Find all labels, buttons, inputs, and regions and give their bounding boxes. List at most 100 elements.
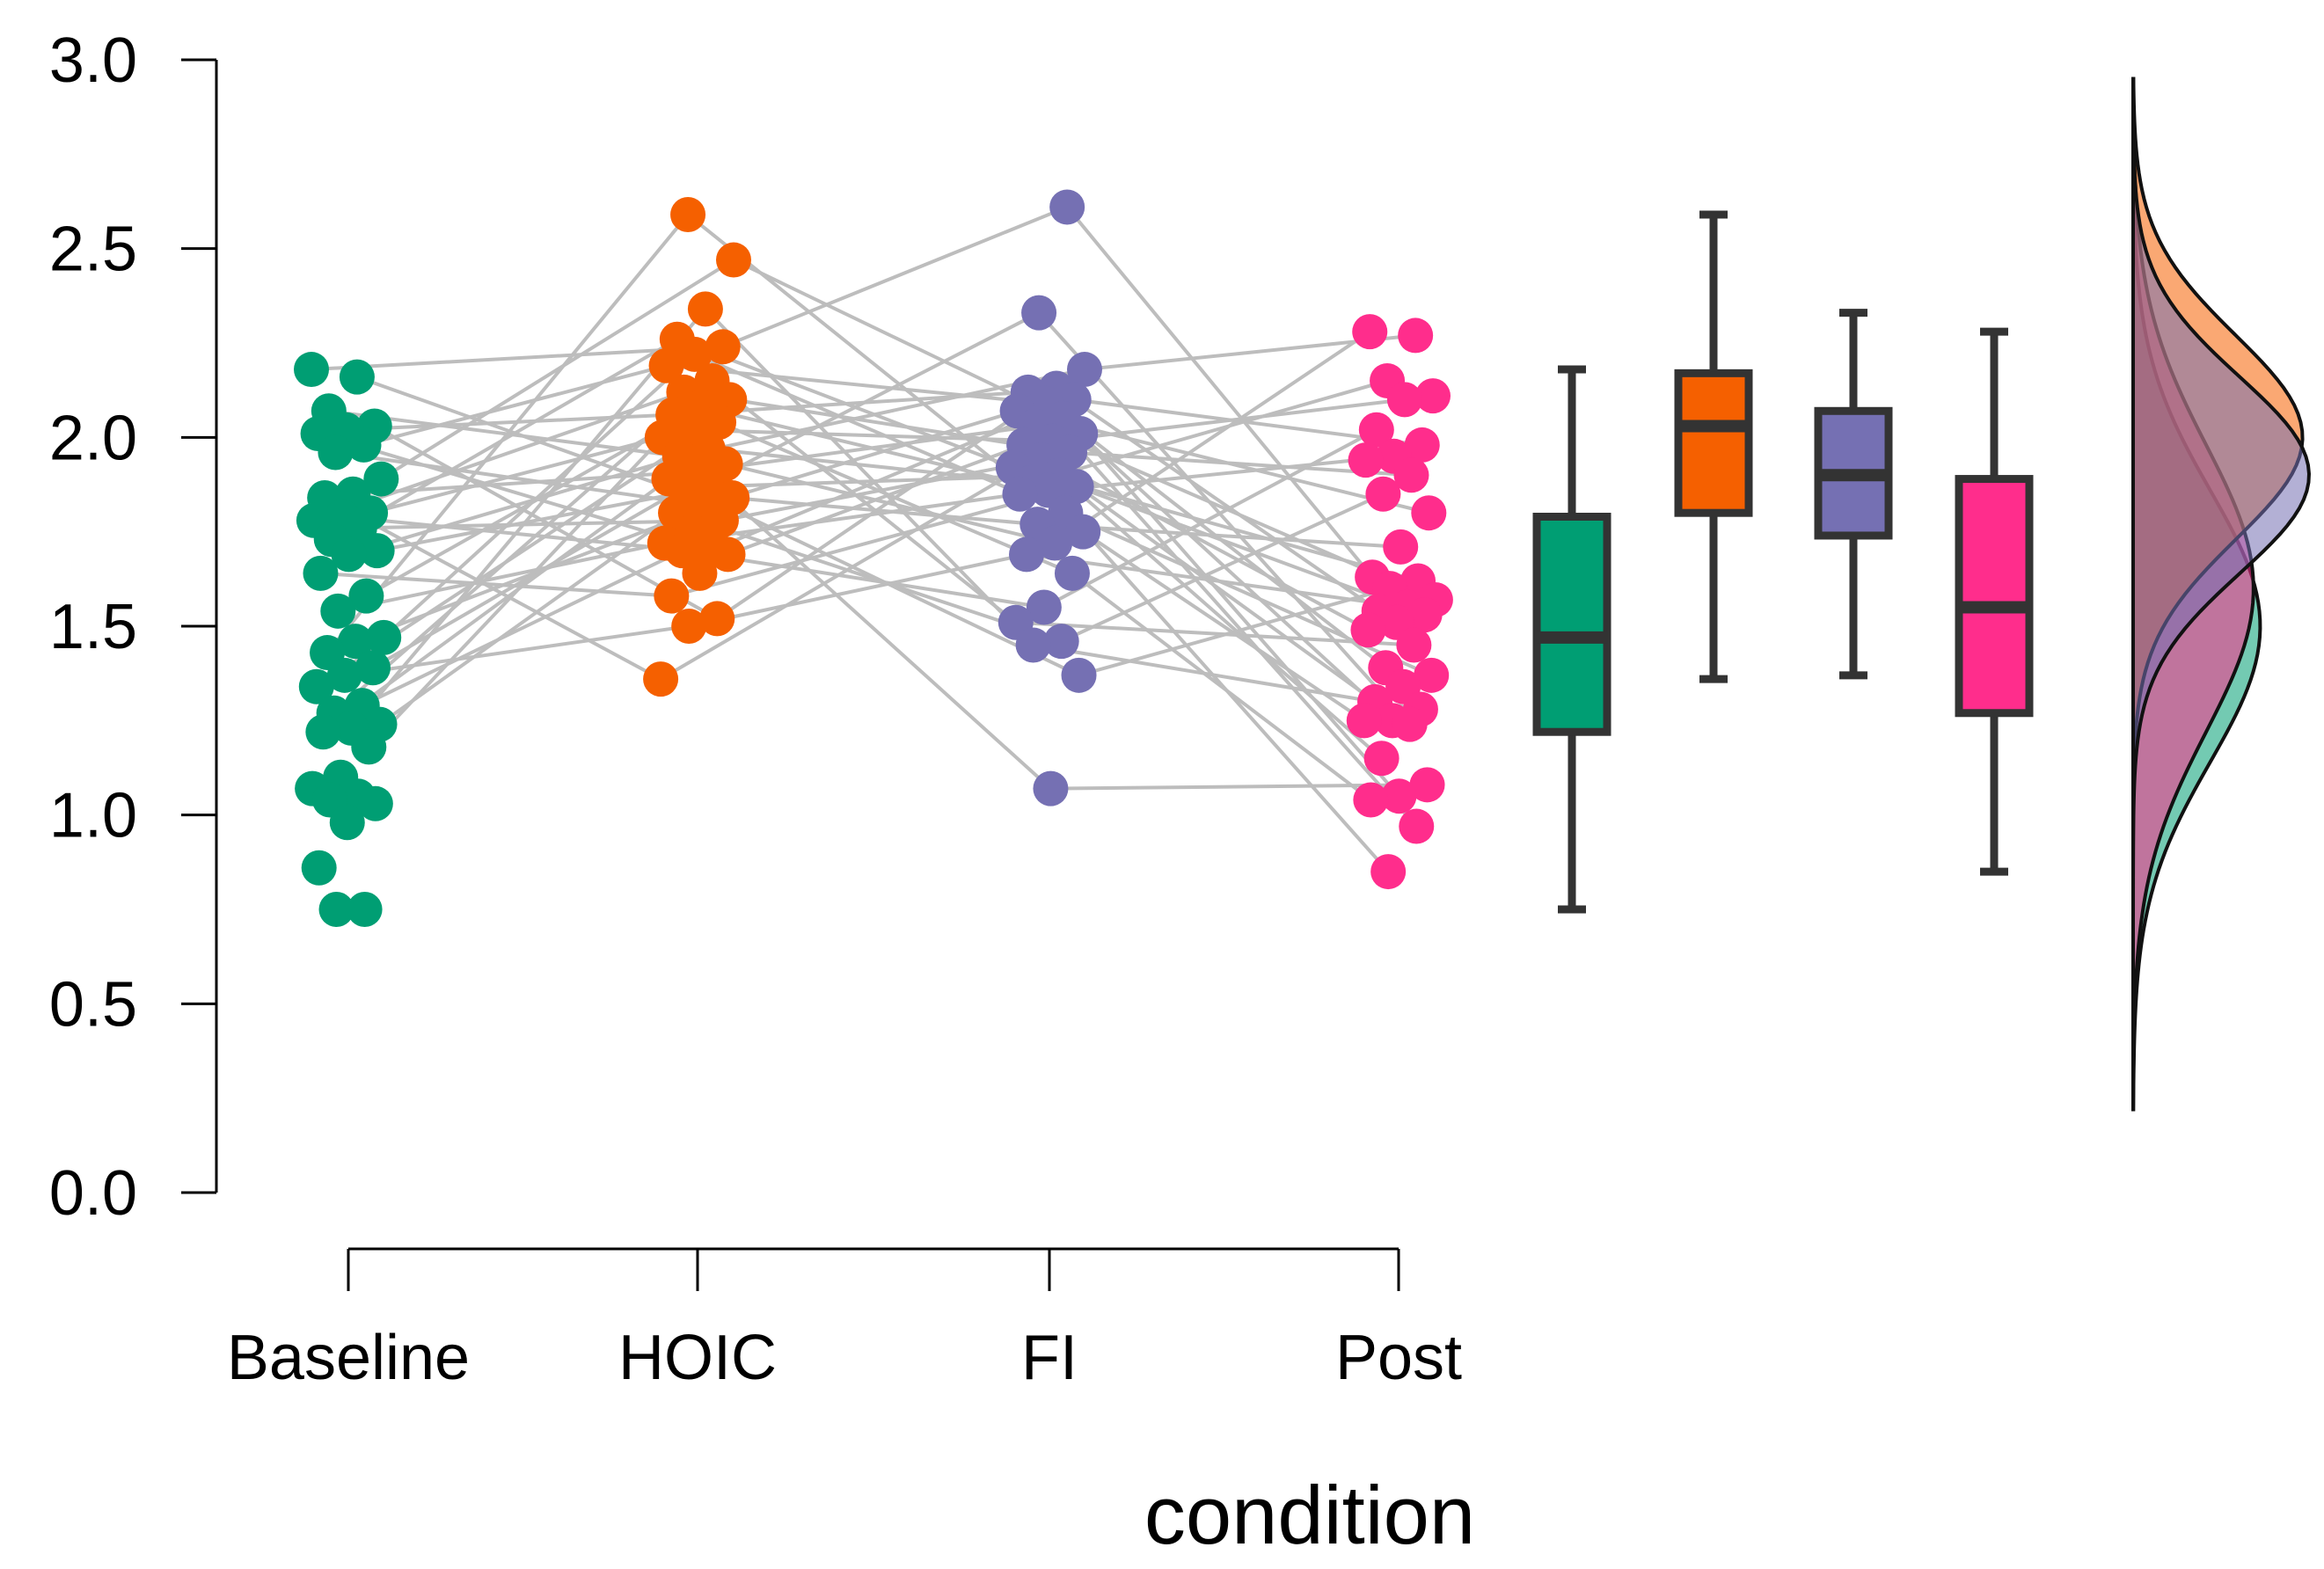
point-baseline [329, 805, 365, 841]
point-baseline [320, 593, 356, 629]
pair-line [325, 213, 690, 654]
pair-line [693, 353, 1067, 515]
pair-line [347, 447, 709, 557]
point-baseline [331, 536, 367, 573]
point-hoic [701, 405, 737, 441]
point-fi [1049, 189, 1085, 225]
point-hoic [671, 609, 707, 645]
x-tick-label-baseline: Baseline [227, 1323, 470, 1393]
point-baseline [346, 427, 382, 463]
point-baseline [294, 352, 329, 388]
pair-line [376, 485, 715, 553]
point-baseline [366, 619, 402, 655]
point-baseline [318, 434, 354, 471]
point-baseline [338, 624, 374, 660]
pair-line [703, 409, 1019, 507]
boxplot-fi [1814, 309, 1893, 680]
point-hoic [648, 347, 684, 383]
boxplot-post [1955, 327, 2034, 876]
y-tick-label: 2.5 [49, 215, 137, 285]
pair-line [380, 258, 735, 481]
point-post [1358, 412, 1394, 448]
pair-line [700, 405, 1049, 493]
pair-line [382, 353, 697, 639]
pair-line [711, 379, 1018, 624]
point-post [1407, 597, 1443, 633]
pair-line [378, 511, 677, 726]
point-post [1381, 778, 1417, 814]
point-fi [1009, 536, 1045, 573]
pair-line [725, 462, 1056, 545]
point-hoic [682, 555, 718, 591]
point-fi [1061, 657, 1097, 693]
point-baseline [326, 657, 362, 693]
point-post [1399, 808, 1435, 844]
y-tick-label: 0.0 [49, 1158, 137, 1229]
paired-lines [311, 205, 1436, 873]
point-post [1353, 782, 1389, 818]
point-hoic [654, 578, 690, 614]
pair-line [666, 363, 1046, 405]
pair-line [732, 496, 1038, 527]
boxplots [1532, 210, 2034, 914]
density-curves [2131, 77, 2311, 1112]
point-fi [1043, 624, 1079, 660]
pair-line [1051, 398, 1406, 443]
pair-line [1042, 427, 1378, 609]
point-post [1363, 741, 1400, 777]
pair-line [349, 308, 707, 730]
point-post [1411, 495, 1447, 531]
point-hoic [687, 291, 723, 327]
point-post [1383, 529, 1419, 565]
pair-line [733, 258, 1064, 420]
pair-line [346, 412, 674, 432]
pair-line [697, 424, 1035, 473]
point-post [1365, 476, 1401, 512]
y-tick-label: 1.5 [49, 592, 137, 662]
x-axis: Baseline HOIC FI Post [227, 1247, 1462, 1393]
point-post [1404, 427, 1440, 463]
pair-line [1057, 473, 1383, 760]
x-tick-label-post: Post [1335, 1323, 1462, 1393]
point-baseline [347, 892, 383, 928]
pair-line [361, 549, 683, 707]
boxplot-baseline [1532, 365, 1611, 914]
point-fi [1021, 295, 1057, 331]
point-baseline [363, 461, 399, 497]
y-tick-label: 1.0 [49, 781, 137, 851]
pair-line [1030, 379, 1388, 485]
point-post [1350, 612, 1386, 648]
point-baseline [298, 668, 334, 704]
point-post [1414, 657, 1450, 693]
pair-line [367, 435, 664, 748]
point-hoic [705, 329, 741, 365]
point-fi [1054, 555, 1090, 591]
point-hoic [710, 536, 746, 573]
point-post [1348, 442, 1384, 478]
pair-line [1078, 432, 1400, 798]
point-hoic [703, 502, 739, 538]
point-post [1392, 706, 1428, 742]
point-fi [1037, 525, 1073, 561]
point-fi [1066, 352, 1102, 388]
point-baseline [351, 729, 387, 765]
point-hoic [643, 661, 679, 697]
point-hoic [699, 601, 735, 637]
y-tick-label: 3.0 [49, 26, 137, 96]
pair-line [1078, 587, 1391, 677]
point-post [1370, 854, 1407, 890]
point-post [1393, 457, 1429, 493]
pair-line [1062, 417, 1394, 722]
pair-line [1054, 330, 1371, 545]
box [1955, 475, 2034, 718]
box [1532, 512, 1611, 736]
point-post [1396, 627, 1432, 663]
y-tick-label: 2.0 [49, 403, 137, 473]
pair-line [1071, 572, 1372, 802]
point-hoic [715, 242, 751, 278]
point-post [1398, 317, 1434, 354]
point-post [1346, 703, 1382, 739]
pair-line [675, 511, 1063, 644]
x-tick-label-fi: FI [1021, 1323, 1078, 1393]
